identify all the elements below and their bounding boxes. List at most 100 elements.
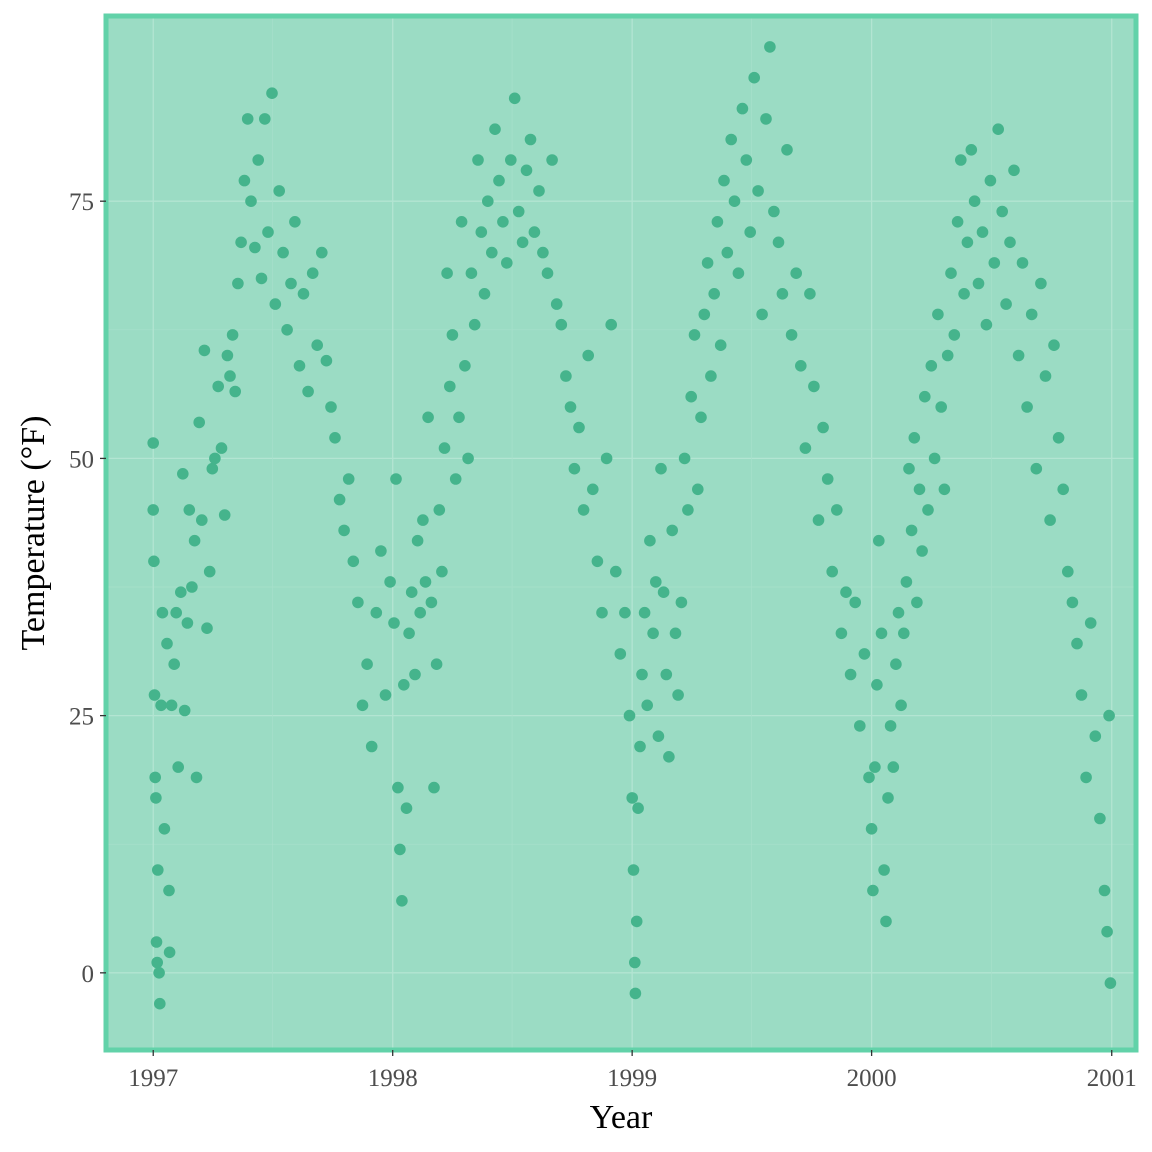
- data-point: [1016, 257, 1029, 269]
- data-point: [352, 596, 364, 609]
- data-point: [155, 699, 167, 712]
- data-point: [892, 606, 905, 619]
- data-point: [316, 246, 328, 259]
- data-point: [666, 524, 678, 537]
- data-point: [516, 236, 529, 249]
- data-point: [172, 761, 184, 773]
- data-point: [153, 967, 165, 979]
- data-point: [817, 421, 829, 434]
- data-point: [760, 113, 772, 125]
- data-point: [482, 195, 494, 207]
- data-point: [634, 740, 646, 753]
- data-point: [1012, 349, 1025, 362]
- data-point: [564, 401, 577, 413]
- data-point: [951, 216, 964, 228]
- data-point: [736, 102, 749, 115]
- data-point: [871, 679, 883, 691]
- data-point: [501, 257, 513, 269]
- data-point: [311, 339, 324, 352]
- data-point: [1066, 596, 1079, 609]
- data-point: [379, 689, 392, 701]
- data-point: [151, 956, 163, 969]
- data-point: [898, 627, 910, 640]
- data-point: [619, 606, 631, 619]
- data-point: [752, 185, 764, 197]
- data-points: [147, 41, 1117, 1010]
- data-point: [428, 781, 440, 794]
- data-point: [941, 349, 954, 362]
- data-point: [342, 473, 355, 485]
- data-point: [776, 288, 789, 300]
- data-point: [660, 668, 673, 681]
- data-point: [1103, 709, 1115, 722]
- data-point: [147, 504, 159, 516]
- data-point: [884, 720, 897, 732]
- data-point: [293, 360, 306, 372]
- data-point: [229, 385, 241, 398]
- data-point: [181, 617, 194, 629]
- data-point: [1080, 771, 1092, 784]
- data-point: [675, 596, 688, 609]
- data-point: [1039, 370, 1052, 382]
- data-point: [1104, 977, 1117, 989]
- y-axis-title: Temperature (°F): [15, 416, 52, 651]
- data-point: [821, 473, 834, 485]
- data-point: [718, 174, 730, 187]
- data-point: [462, 452, 474, 465]
- data-point: [201, 622, 213, 634]
- data-point: [781, 144, 793, 156]
- data-point: [630, 915, 643, 928]
- data-point: [655, 462, 667, 475]
- data-point: [163, 946, 176, 959]
- data-point: [972, 277, 985, 290]
- data-point: [281, 324, 293, 336]
- data-point: [1101, 925, 1113, 938]
- data-point: [922, 504, 934, 516]
- data-point: [465, 267, 478, 280]
- data-point: [430, 658, 443, 670]
- data-point: [804, 288, 816, 300]
- data-point: [198, 344, 211, 357]
- data-point: [190, 771, 203, 784]
- panel-background: [106, 16, 1136, 1050]
- data-point: [206, 462, 219, 475]
- data-point: [688, 329, 701, 341]
- data-point: [636, 668, 648, 681]
- data-point: [905, 524, 918, 537]
- data-point: [790, 267, 802, 280]
- data-point: [550, 298, 563, 310]
- data-point: [329, 432, 341, 444]
- data-point: [255, 272, 268, 285]
- data-point: [245, 195, 257, 207]
- data-point: [165, 699, 178, 712]
- data-point: [614, 648, 627, 660]
- data-point: [1035, 277, 1047, 290]
- data-point: [568, 462, 581, 475]
- data-point: [150, 936, 163, 948]
- data-point: [486, 246, 498, 259]
- data-point: [398, 679, 410, 691]
- data-point: [177, 468, 189, 480]
- data-point: [663, 751, 675, 763]
- data-point: [748, 71, 760, 84]
- data-point: [887, 761, 900, 773]
- data-point: [831, 504, 843, 516]
- data-point: [1008, 164, 1020, 177]
- data-point: [650, 576, 662, 588]
- data-point: [721, 246, 734, 259]
- data-point: [235, 236, 247, 249]
- data-point: [1071, 637, 1083, 650]
- data-point: [935, 401, 947, 413]
- data-point: [325, 401, 337, 413]
- data-point: [623, 709, 636, 722]
- data-point: [955, 154, 967, 166]
- data-point: [356, 699, 369, 712]
- data-point: [873, 534, 885, 547]
- data-point: [163, 884, 175, 897]
- y-tick-label: 0: [82, 961, 95, 988]
- data-point: [695, 411, 707, 424]
- data-point: [1000, 298, 1012, 310]
- data-point: [919, 390, 931, 403]
- data-point: [186, 581, 198, 593]
- data-point: [605, 318, 617, 331]
